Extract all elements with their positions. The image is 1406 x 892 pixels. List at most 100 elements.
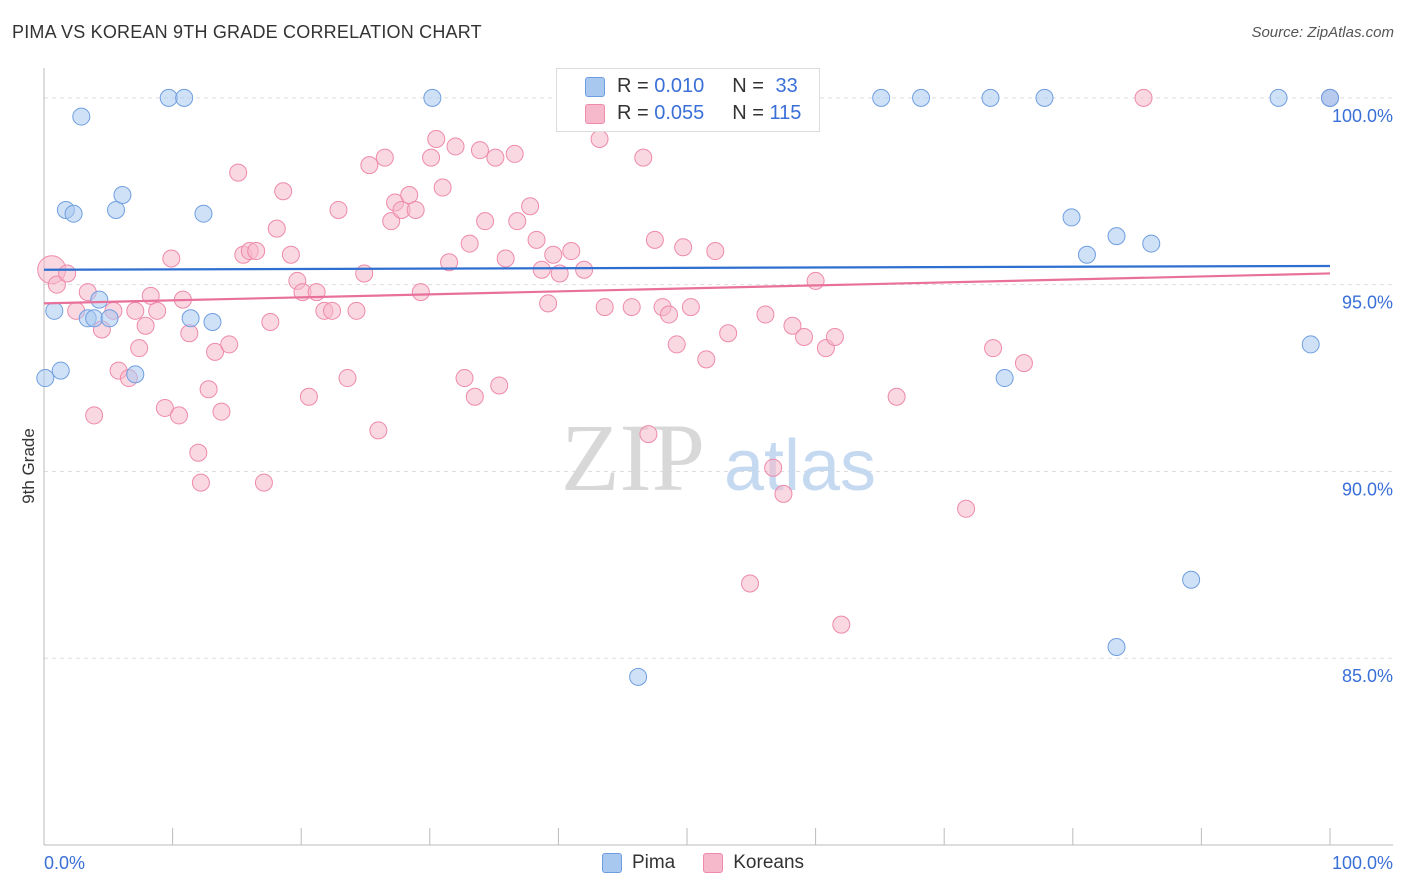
korean-point	[639, 425, 658, 444]
korean-point	[470, 141, 489, 160]
korean-point	[406, 200, 425, 219]
korean-point	[764, 458, 783, 477]
pima-point	[64, 204, 83, 223]
pima-point	[194, 204, 213, 223]
axes	[43, 68, 1393, 846]
korean-point	[622, 298, 641, 317]
korean-point	[206, 342, 225, 361]
korean-point	[719, 324, 738, 343]
pima-point	[107, 200, 126, 219]
pima-point	[203, 313, 222, 332]
korean-point	[199, 380, 218, 399]
pima-point	[51, 361, 70, 380]
korean-point	[422, 148, 441, 167]
korean-point	[460, 234, 479, 253]
korean-point	[254, 473, 273, 492]
pima-point	[1107, 227, 1126, 246]
x-tick-label-min: 0.0%	[44, 853, 85, 873]
korean-point	[508, 212, 527, 231]
korean-point	[382, 212, 401, 231]
korean-point	[706, 242, 725, 261]
pima-point	[995, 369, 1014, 388]
korean-point	[590, 129, 609, 148]
pima-point	[981, 88, 1000, 107]
pima-point	[181, 309, 200, 328]
pima-point	[126, 365, 145, 384]
legend-item-pima: Pima	[601, 852, 675, 874]
legend-swatch-pima	[601, 853, 622, 873]
y-tick-label: 90.0%	[1342, 479, 1393, 499]
pima-point	[90, 290, 109, 309]
pima-point	[1077, 245, 1096, 264]
legend-r-label: R =	[617, 75, 655, 97]
legend-n-label: N =	[732, 75, 770, 97]
legend-swatch-koreans	[585, 103, 605, 124]
korean-point	[360, 156, 379, 175]
korean-point	[229, 163, 248, 182]
pima-point	[100, 309, 119, 328]
legend-row-pima: R = 0.010 N = 33	[557, 73, 798, 100]
pima-points	[36, 88, 1339, 686]
pima-point	[1301, 335, 1320, 354]
pima-point	[72, 107, 91, 126]
pima-point	[629, 667, 648, 686]
pima-point	[1107, 638, 1126, 657]
watermark-zip: ZIP	[561, 404, 705, 511]
korean-point	[774, 484, 793, 503]
korean-point	[323, 301, 342, 320]
korean-point	[795, 327, 814, 346]
pima-point	[159, 88, 178, 107]
korean-point	[887, 387, 906, 406]
korean-point	[247, 242, 266, 261]
legend-swatch-pima	[585, 76, 605, 97]
series-legend: Pima Koreans	[0, 852, 1406, 874]
korean-point	[455, 369, 474, 388]
legend-r-value: 0.010	[654, 75, 705, 97]
y-axis-label: 9th Grade	[19, 428, 38, 504]
y-tick-label: 100.0%	[1332, 106, 1393, 126]
korean-point	[369, 421, 388, 440]
legend-item-koreans: Koreans	[703, 852, 804, 874]
korean-point	[984, 339, 1003, 358]
korean-point	[490, 376, 509, 395]
korean-point	[347, 301, 366, 320]
korean-point	[532, 260, 551, 279]
korean-point	[170, 406, 189, 425]
chart-source: Source: ZipAtlas.com	[1251, 24, 1394, 41]
pima-point	[912, 88, 931, 107]
korean-point	[180, 324, 199, 343]
y-tick-label: 85.0%	[1342, 666, 1393, 686]
korean-point	[505, 144, 524, 163]
korean-points	[37, 88, 1339, 634]
legend-n-label: N =	[732, 102, 770, 124]
korean-point	[130, 339, 149, 358]
korean-point	[741, 574, 760, 593]
legend-n-value: 115	[769, 102, 802, 124]
y-tick-labels: 85.0% 90.0% 95.0% 100.0%	[1332, 106, 1393, 686]
korean-point	[476, 212, 495, 231]
watermark-atlas: atlas	[724, 426, 876, 506]
korean-point	[832, 615, 851, 634]
korean-point	[281, 245, 300, 264]
korean-point	[189, 443, 208, 462]
korean-point	[521, 197, 540, 216]
korean-point	[58, 264, 77, 283]
korean-point	[825, 327, 844, 346]
korean-point	[355, 264, 374, 283]
korean-point	[155, 398, 174, 417]
legend-swatch-koreans	[703, 853, 724, 873]
korean-point	[496, 249, 515, 268]
korean-point	[162, 249, 181, 268]
korean-point	[212, 402, 231, 421]
korean-point	[446, 137, 465, 156]
trend-lines	[43, 264, 1331, 305]
korean-point	[261, 313, 280, 332]
korean-point	[126, 301, 145, 320]
x-tick-label-max: 100.0%	[1332, 853, 1393, 873]
korean-point	[674, 238, 693, 257]
korean-point	[136, 316, 155, 335]
pima-point	[423, 88, 442, 107]
korean-point	[645, 230, 664, 249]
korean-point	[957, 499, 976, 518]
